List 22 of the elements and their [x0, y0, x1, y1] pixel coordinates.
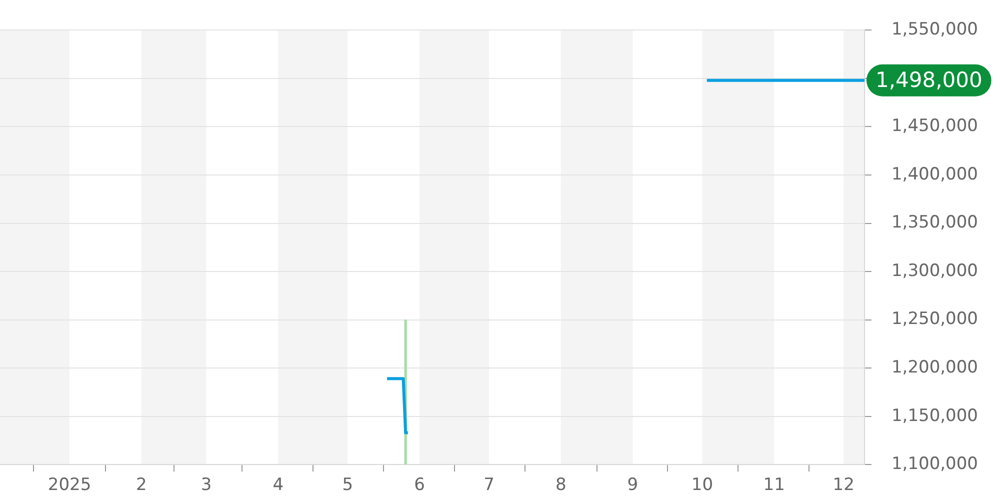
y-tick-label: 1,200,000: [891, 357, 978, 378]
x-tick-label: 7: [484, 475, 494, 496]
y-tick-label: 1,400,000: [891, 164, 978, 184]
y-tick-label: 1,300,000: [891, 260, 978, 281]
y-tick-label: 1,350,000: [891, 212, 978, 233]
x-tick-label: 5: [342, 475, 354, 496]
x-tick-label: 2025: [48, 475, 92, 496]
x-tick-label: 11: [763, 475, 785, 496]
y-tick-label: 1,150,000: [891, 406, 978, 426]
x-tick-label: 8: [555, 475, 566, 496]
x-tick-label: 4: [272, 475, 284, 496]
x-tick-label: 3: [200, 475, 212, 496]
x-tick-label: 10: [691, 475, 714, 496]
y-tick-label: 1,100,000: [891, 454, 978, 474]
x-tick-label: 6: [414, 475, 425, 496]
x-tick-label: 2: [136, 475, 147, 496]
x-tick-label: 12: [832, 475, 854, 496]
y-tick-label: 1,250,000: [891, 309, 978, 330]
x-tick-label: 9: [627, 475, 638, 496]
y-tick-label: 1,550,000: [891, 20, 978, 40]
y-tick-label: 1,450,000: [891, 116, 978, 136]
annotation: 1,498,000: [875, 68, 982, 92]
